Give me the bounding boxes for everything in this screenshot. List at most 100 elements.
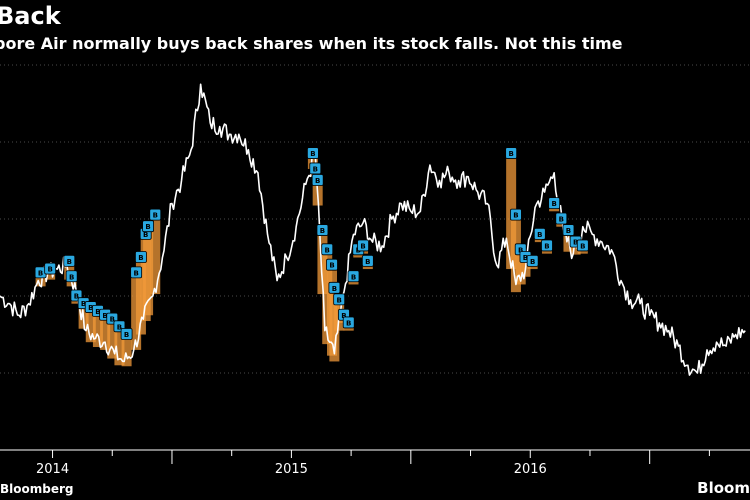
buyback-marker: B	[333, 293, 346, 306]
buyback-marker-label: B	[559, 216, 564, 224]
buyback-marker: B	[533, 227, 546, 240]
buyback-marker-box	[347, 270, 360, 283]
buyback-marker-label: B	[138, 254, 143, 262]
buyback-marker-label: B	[537, 231, 542, 239]
buyback-marker-box	[562, 224, 575, 236]
buyback-marker-box	[548, 197, 561, 210]
buyback-shading	[35, 153, 588, 367]
buyback-marker-label: B	[67, 258, 72, 266]
buyback-marker: B	[311, 174, 324, 186]
buyback-marker-label: B	[325, 246, 330, 254]
buyback-marker-box	[316, 224, 329, 236]
buyback-marker: B	[135, 251, 147, 263]
buyback-marker: B	[321, 243, 334, 256]
buyback-marker: B	[548, 197, 561, 210]
buyback-marker-box	[149, 208, 162, 221]
buyback-marker-label: B	[573, 239, 578, 247]
buyback-marker-label: B	[566, 227, 571, 235]
x-tick-label: 2014	[36, 462, 69, 477]
buyback-marker-label: B	[360, 242, 365, 250]
buyback-marker-box	[44, 262, 57, 275]
buyback-marker-label: B	[341, 312, 346, 320]
buyback-marker-label: B	[365, 258, 370, 266]
buyback-marker-label: B	[102, 312, 107, 320]
buyback-marker-box	[533, 227, 546, 240]
buyback-marker-box	[321, 243, 334, 256]
buyback-marker-box	[65, 270, 78, 283]
buyback-marker: B	[347, 270, 360, 283]
buyback-marker: B	[65, 270, 78, 283]
buyback-marker-box	[63, 254, 76, 267]
buyback-shade	[143, 226, 154, 316]
buyback-marker-box	[309, 162, 322, 175]
buyback-marker-label: B	[74, 293, 79, 301]
buyback-marker-label: B	[530, 258, 535, 266]
buyback-marker-box	[510, 208, 522, 221]
buyback-marker: B	[306, 147, 319, 159]
buyback-shade	[107, 319, 118, 359]
buyback-marker-label: B	[346, 319, 351, 327]
buyback-marker-label: B	[337, 296, 342, 304]
buyback-marker-box	[135, 251, 147, 263]
buyback-marker: B	[555, 212, 568, 225]
buyback-marker-box	[342, 316, 355, 329]
brand-logo-text: Bloom	[697, 479, 750, 497]
buyback-marker-label: B	[47, 266, 52, 274]
buyback-marker: B	[361, 254, 374, 267]
gridlines	[0, 64, 750, 451]
buyback-marker-label: B	[513, 212, 518, 220]
buyback-marker: B	[541, 239, 553, 252]
buyback-marker-box	[120, 328, 133, 340]
buyback-marker: B	[130, 266, 143, 279]
buyback-marker-label: B	[320, 227, 325, 235]
buyback-marker-label: B	[145, 223, 150, 231]
buyback-marker-box	[361, 254, 374, 267]
price-line	[0, 83, 746, 376]
buyback-shade	[570, 242, 581, 255]
buyback-marker-box	[576, 239, 589, 252]
buyback-marker: B	[576, 239, 589, 252]
buyback-marker-label: B	[544, 242, 549, 250]
buyback-marker-label: B	[329, 262, 334, 270]
buyback-marker: B	[316, 224, 329, 236]
buyback-marker-box	[505, 147, 518, 159]
buyback-marker: B	[120, 328, 133, 340]
buyback-marker: B	[342, 316, 355, 329]
buyback-marker-box	[333, 293, 346, 306]
buyback-marker: B	[510, 208, 522, 221]
buyback-marker: B	[328, 281, 341, 294]
buyback-marker-label: B	[580, 242, 585, 250]
buyback-marker-box	[555, 212, 568, 225]
buyback-marker: B	[357, 239, 369, 252]
chart-subtitle: pore Air normally buys back shares when …	[0, 34, 623, 53]
buyback-shade	[150, 215, 161, 295]
buyback-marker-box	[130, 266, 143, 279]
buyback-shade	[114, 326, 125, 366]
buyback-marker-label: B	[332, 285, 337, 293]
buyback-marker-box	[326, 258, 338, 271]
buyback-shade	[92, 311, 103, 348]
buyback-marker: B	[562, 224, 575, 236]
x-axis: 2014 2015 2016	[0, 449, 750, 477]
buyback-marker-label: B	[124, 331, 129, 339]
buyback-marker-label: B	[88, 304, 93, 312]
buyback-marker-label: B	[351, 273, 356, 281]
buyback-marker-box	[328, 281, 341, 294]
buyback-marker-label: B	[315, 177, 320, 185]
buyback-marker-box	[311, 174, 324, 186]
buyback-marker-label: B	[81, 300, 86, 308]
buyback-marker: B	[309, 162, 322, 175]
x-tick-label: 2016	[514, 462, 547, 477]
buyback-marker: B	[526, 254, 539, 267]
buyback-marker-box	[541, 239, 553, 252]
buyback-shade	[85, 307, 96, 343]
buyback-marker-label: B	[38, 269, 43, 277]
buyback-marker: B	[63, 254, 76, 267]
buyback-marker-label: B	[310, 150, 315, 158]
buyback-marker-box	[526, 254, 539, 267]
price-series	[0, 83, 746, 376]
buyback-shade	[100, 315, 111, 350]
buyback-marker-label: B	[313, 165, 318, 173]
